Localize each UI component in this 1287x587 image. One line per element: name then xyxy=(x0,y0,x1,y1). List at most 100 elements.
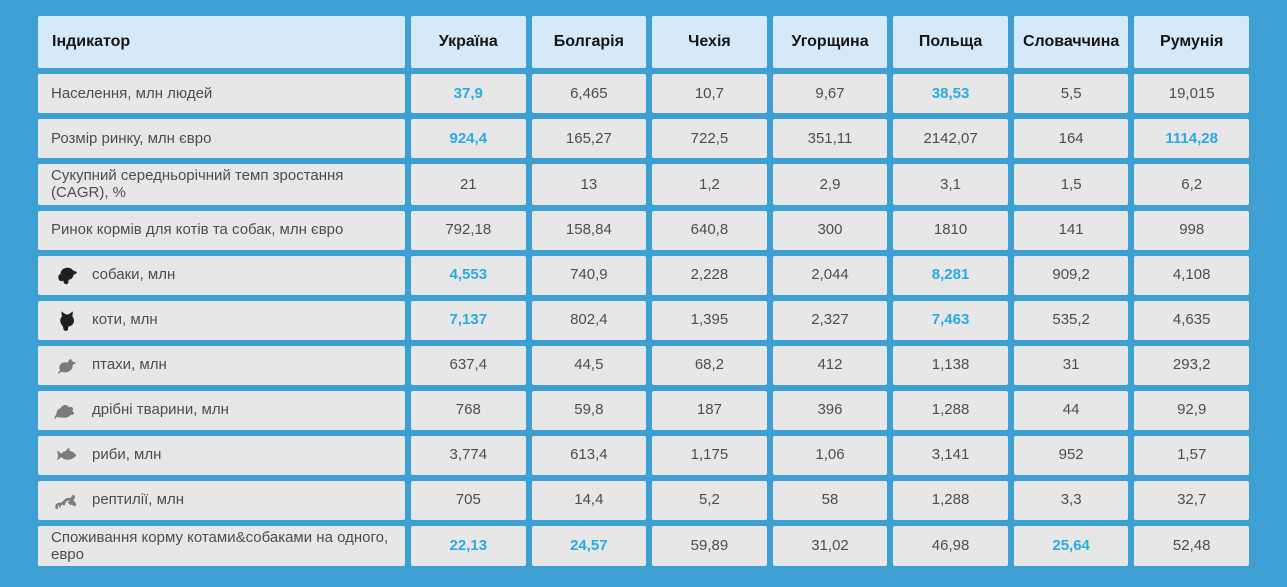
table-row: Населення, млн людей 37,9 6,465 10,7 9,67 38,… xyxy=(38,74,1249,113)
value-cell: 1,288 xyxy=(893,390,1008,430)
row-label: Сукупний середньорічний темп зростання (… xyxy=(51,167,344,202)
value-cell: 351,11 xyxy=(772,119,888,158)
table-row: собаки, млн 4,553 740,9 2,228 2,044 8,281 909,… xyxy=(38,255,1249,295)
row-label: дрібні тварини, млн xyxy=(92,401,229,419)
value-cell: 46,98 xyxy=(893,525,1008,566)
table-header-row: Індикатор Україна Болгарія Чехія Угорщина По… xyxy=(38,16,1249,68)
value-cell: 5,5 xyxy=(1013,74,1129,113)
row-label-cell: дрібні тварини, млн xyxy=(38,390,405,430)
value-cell: 24,57 xyxy=(531,525,647,566)
table-row: дрібні тварини, млн 768 59,8 187 396 1,288 44 9… xyxy=(38,390,1249,430)
column-header: Болгарія xyxy=(531,16,647,68)
column-header: Україна xyxy=(411,16,526,68)
column-header: Чехія xyxy=(652,16,767,68)
value-cell: 59,89 xyxy=(652,525,767,566)
row-label-cell: птахи, млн xyxy=(38,345,405,385)
value-cell: 44 xyxy=(1013,390,1129,430)
value-cell: 792,18 xyxy=(411,210,526,250)
value-cell: 705 xyxy=(411,480,526,520)
value-cell: 187 xyxy=(652,390,767,430)
table-row: Споживання корму котами&собаками на одно… xyxy=(38,525,1249,566)
dog-icon xyxy=(51,262,81,289)
column-header: Угорщина xyxy=(772,16,888,68)
column-header: Словаччина xyxy=(1013,16,1129,68)
value-cell: 909,2 xyxy=(1013,255,1129,295)
cat-icon xyxy=(51,307,81,334)
value-cell: 1,175 xyxy=(652,435,767,475)
indicator-column-header: Індикатор xyxy=(38,16,405,68)
value-cell: 3,3 xyxy=(1013,480,1129,520)
reptile-icon xyxy=(51,487,81,514)
value-cell: 7,137 xyxy=(411,300,526,340)
mouse-icon xyxy=(51,397,81,424)
value-cell: 1,06 xyxy=(772,435,888,475)
value-cell: 924,4 xyxy=(411,119,526,158)
table-row: Розмір ринку, млн євро 924,4 165,27 722,5 35… xyxy=(38,119,1249,158)
value-cell: 1,57 xyxy=(1134,435,1249,475)
value-cell: 637,4 xyxy=(411,345,526,385)
row-label-cell: собаки, млн xyxy=(38,255,405,295)
value-cell: 31 xyxy=(1013,345,1129,385)
value-cell: 740,9 xyxy=(531,255,647,295)
value-cell: 7,463 xyxy=(893,300,1008,340)
value-cell: 802,4 xyxy=(531,300,647,340)
value-cell: 141 xyxy=(1013,210,1129,250)
row-label: коти, млн xyxy=(92,311,158,329)
value-cell: 10,7 xyxy=(652,74,767,113)
value-cell: 32,7 xyxy=(1134,480,1249,520)
row-label: Споживання корму котами&собаками на одно… xyxy=(51,528,389,563)
value-cell: 25,64 xyxy=(1013,525,1129,566)
value-cell: 1,288 xyxy=(893,480,1008,520)
value-cell: 4,108 xyxy=(1134,255,1249,295)
value-cell: 22,13 xyxy=(411,525,526,566)
table-row: Ринок кормів для котів та собак, млн євр… xyxy=(38,210,1249,250)
row-label: Ринок кормів для котів та собак, млн євр… xyxy=(51,221,344,239)
row-label: Розмір ринку, млн євро xyxy=(51,129,212,147)
value-cell: 44,5 xyxy=(531,345,647,385)
row-label: Населення, млн людей xyxy=(51,84,213,102)
value-cell: 52,48 xyxy=(1134,525,1249,566)
row-label-cell: Споживання корму котами&собаками на одно… xyxy=(38,525,405,566)
value-cell: 640,8 xyxy=(652,210,767,250)
value-cell: 6,465 xyxy=(531,74,647,113)
table-row: птахи, млн 637,4 44,5 68,2 412 1,138 31 293,2 xyxy=(38,345,1249,385)
row-label-cell: Ринок кормів для котів та собак, млн євр… xyxy=(38,210,405,250)
value-cell: 2,228 xyxy=(652,255,767,295)
column-header: Румунія xyxy=(1134,16,1249,68)
table-row: коти, млн 7,137 802,4 1,395 2,327 7,463 535,2 4… xyxy=(38,300,1249,340)
value-cell: 2142,07 xyxy=(893,119,1008,158)
value-cell: 19,015 xyxy=(1134,74,1249,113)
value-cell: 9,67 xyxy=(772,74,888,113)
row-label: собаки, млн xyxy=(92,266,176,284)
value-cell: 14,4 xyxy=(531,480,647,520)
value-cell: 3,774 xyxy=(411,435,526,475)
value-cell: 722,5 xyxy=(652,119,767,158)
value-cell: 59,8 xyxy=(531,390,647,430)
value-cell: 3,1 xyxy=(893,164,1008,205)
value-cell: 1810 xyxy=(893,210,1008,250)
table-body: Населення, млн людей 37,9 6,465 10,7 9,67 38,… xyxy=(38,74,1249,566)
value-cell: 4,635 xyxy=(1134,300,1249,340)
value-cell: 2,327 xyxy=(772,300,888,340)
value-cell: 613,4 xyxy=(531,435,647,475)
bird-icon xyxy=(51,352,81,379)
value-cell: 1,395 xyxy=(652,300,767,340)
value-cell: 1,2 xyxy=(652,164,767,205)
value-cell: 8,281 xyxy=(893,255,1008,295)
value-cell: 768 xyxy=(411,390,526,430)
table-row: риби, млн 3,774 613,4 1,175 1,06 3,141 952 1,57 xyxy=(38,435,1249,475)
row-label: рептилії, млн xyxy=(92,491,184,509)
value-cell: 37,9 xyxy=(411,74,526,113)
value-cell: 998 xyxy=(1134,210,1249,250)
table-row: рептилії, млн 705 14,4 5,2 58 1,288 3,3 32,7 xyxy=(38,480,1249,520)
value-cell: 13 xyxy=(531,164,647,205)
value-cell: 158,84 xyxy=(531,210,647,250)
value-cell: 6,2 xyxy=(1134,164,1249,205)
row-label: птахи, млн xyxy=(92,356,167,374)
value-cell: 2,044 xyxy=(772,255,888,295)
fish-icon xyxy=(51,442,81,469)
value-cell: 58 xyxy=(772,480,888,520)
row-label-cell: Сукупний середньорічний темп зростання (… xyxy=(38,164,405,205)
value-cell: 2,9 xyxy=(772,164,888,205)
